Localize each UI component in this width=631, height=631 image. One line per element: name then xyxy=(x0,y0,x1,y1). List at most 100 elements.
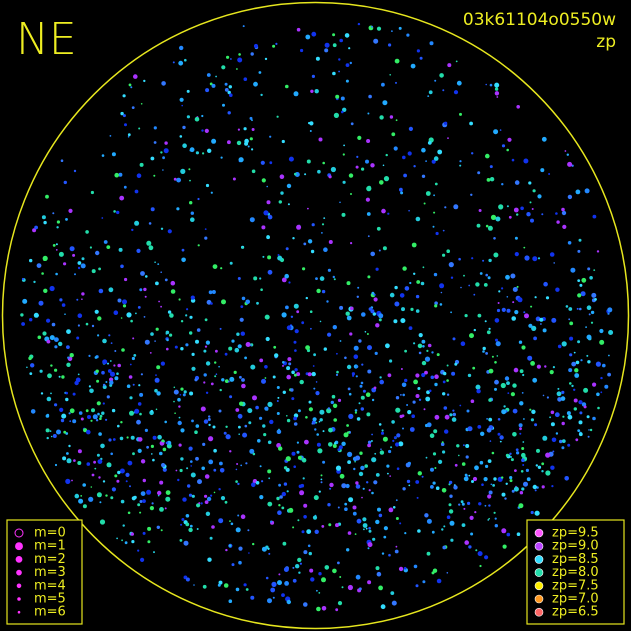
star xyxy=(410,63,416,69)
star xyxy=(76,336,80,340)
star xyxy=(541,485,545,489)
star xyxy=(367,580,372,585)
star xyxy=(355,375,358,378)
star xyxy=(368,529,372,533)
star xyxy=(378,313,384,319)
star xyxy=(240,331,245,336)
star xyxy=(501,183,504,186)
star xyxy=(277,580,282,586)
star xyxy=(573,407,577,411)
star xyxy=(551,485,554,488)
star xyxy=(160,305,163,308)
star-field xyxy=(20,22,614,612)
star xyxy=(367,547,370,550)
star xyxy=(554,412,560,418)
star xyxy=(146,240,152,246)
star xyxy=(330,400,334,405)
star xyxy=(153,126,157,130)
star xyxy=(431,159,436,164)
star xyxy=(488,327,491,330)
star xyxy=(153,551,155,554)
star xyxy=(599,339,605,345)
star xyxy=(162,156,166,160)
star xyxy=(184,58,187,62)
star xyxy=(316,606,321,612)
star xyxy=(116,372,119,376)
star xyxy=(439,283,445,289)
star xyxy=(426,422,432,428)
star xyxy=(366,412,371,417)
star xyxy=(330,166,336,173)
star xyxy=(551,317,557,323)
star xyxy=(113,364,116,367)
star xyxy=(276,412,280,415)
star xyxy=(183,390,187,394)
star xyxy=(321,606,327,611)
star xyxy=(482,350,485,353)
star xyxy=(181,104,183,107)
star xyxy=(510,392,515,397)
star xyxy=(519,369,524,374)
star xyxy=(506,205,509,208)
star xyxy=(72,419,77,424)
star xyxy=(22,298,28,304)
star xyxy=(265,336,270,342)
star xyxy=(373,293,376,296)
star xyxy=(272,44,276,48)
star xyxy=(137,448,142,453)
star xyxy=(231,339,235,343)
star xyxy=(267,501,273,507)
star xyxy=(402,427,404,430)
star xyxy=(110,452,113,456)
star xyxy=(217,583,221,587)
star xyxy=(256,301,259,305)
star xyxy=(173,389,179,395)
star xyxy=(99,414,103,418)
star xyxy=(349,332,353,336)
star xyxy=(286,490,289,493)
star xyxy=(232,177,236,181)
star xyxy=(294,349,297,352)
star xyxy=(300,48,304,53)
star xyxy=(568,307,573,311)
star xyxy=(291,451,296,456)
star xyxy=(315,381,318,383)
star xyxy=(96,379,100,383)
star xyxy=(288,362,292,366)
star xyxy=(144,339,150,345)
star xyxy=(570,267,576,273)
star xyxy=(362,487,365,490)
star xyxy=(398,566,404,572)
star xyxy=(371,291,375,295)
star xyxy=(143,287,147,292)
star xyxy=(163,148,169,154)
star xyxy=(71,479,73,482)
star xyxy=(179,45,184,51)
star xyxy=(77,449,82,454)
star xyxy=(561,210,567,216)
star xyxy=(356,417,361,421)
star xyxy=(373,386,377,390)
star xyxy=(493,511,496,514)
star xyxy=(421,372,426,378)
star xyxy=(375,267,379,271)
star xyxy=(221,65,226,70)
star xyxy=(340,96,345,101)
star xyxy=(279,174,285,179)
star xyxy=(487,276,491,280)
star xyxy=(201,114,204,118)
star xyxy=(214,375,217,378)
star xyxy=(129,485,131,488)
star xyxy=(591,292,597,298)
star xyxy=(494,387,497,391)
star xyxy=(550,465,555,470)
star xyxy=(535,464,538,467)
star xyxy=(373,480,378,485)
star xyxy=(375,473,380,477)
star xyxy=(102,402,105,405)
star xyxy=(362,517,367,522)
star xyxy=(281,491,286,497)
star xyxy=(332,71,336,76)
star xyxy=(375,519,380,525)
star xyxy=(395,545,398,548)
